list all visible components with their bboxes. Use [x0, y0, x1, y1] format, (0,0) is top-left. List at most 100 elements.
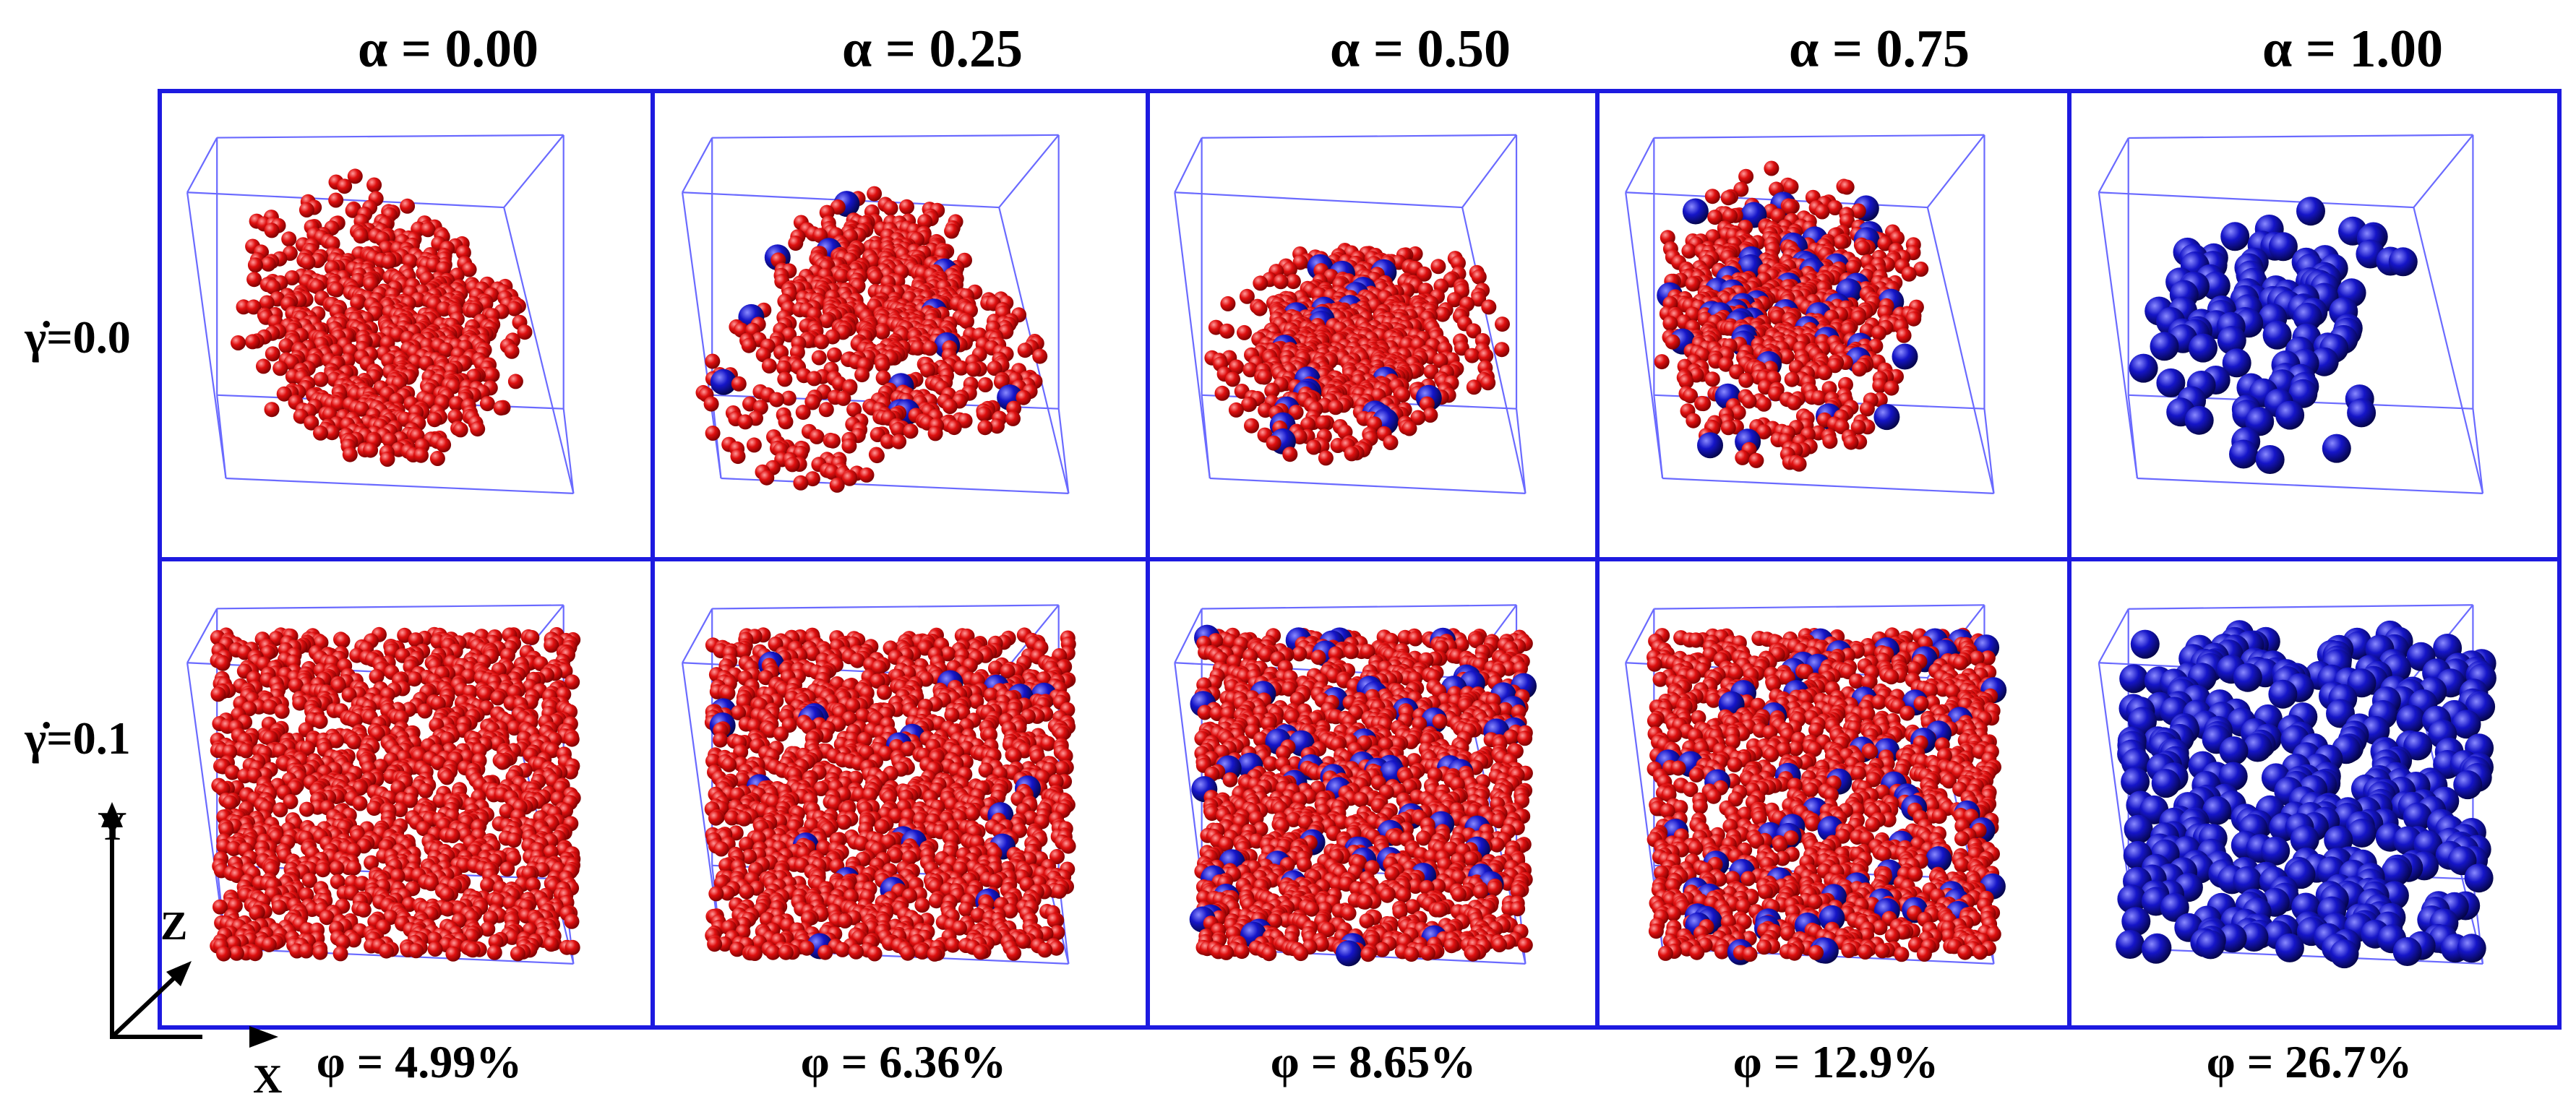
- simulation-box-edge: [1625, 137, 1655, 193]
- large-particle: [2347, 398, 2377, 428]
- small-particle: [345, 860, 361, 876]
- small-particle: [1859, 401, 1875, 417]
- small-particle: [1654, 354, 1670, 370]
- small-particle: [1811, 390, 1826, 406]
- small-particle: [445, 946, 461, 962]
- small-particle: [426, 412, 442, 428]
- simulation-box-edge: [1983, 408, 1995, 493]
- small-particle: [809, 428, 825, 444]
- small-particle: [406, 671, 422, 687]
- small-particle: [420, 222, 436, 238]
- small-particle: [479, 396, 495, 412]
- small-particle: [730, 449, 746, 465]
- small-particle: [210, 686, 226, 702]
- small-particle: [408, 943, 424, 959]
- small-particle: [1764, 160, 1779, 176]
- small-particle: [452, 422, 468, 438]
- small-particle: [439, 770, 455, 785]
- small-particle: [507, 374, 523, 389]
- simulation-box-edge: [1201, 134, 1517, 139]
- small-particle: [795, 405, 811, 421]
- small-particle: [1814, 204, 1830, 220]
- simulation-box-edge: [2472, 408, 2484, 493]
- small-particle: [470, 421, 486, 437]
- small-particle: [239, 743, 254, 759]
- small-particle: [261, 936, 277, 952]
- small-particle: [867, 186, 883, 202]
- small-particle: [731, 376, 747, 392]
- small-particle: [276, 386, 292, 402]
- large-particle: [1892, 343, 1918, 370]
- small-particle: [413, 447, 429, 463]
- small-particle: [829, 477, 845, 493]
- small-particle: [544, 936, 559, 952]
- simulation-box-edge: [682, 608, 713, 663]
- small-particle: [899, 199, 914, 215]
- small-particle: [429, 451, 445, 466]
- small-particle: [342, 447, 358, 462]
- large-particle: [1682, 198, 1709, 225]
- small-particle: [335, 633, 351, 649]
- small-particle: [1839, 179, 1855, 195]
- small-particle: [265, 346, 280, 362]
- simulation-box-edge: [1515, 408, 1527, 493]
- simulation-box-edge: [2137, 477, 2483, 494]
- small-particle: [1783, 178, 1799, 194]
- small-particle: [1855, 240, 1871, 256]
- small-particle: [507, 301, 523, 316]
- simulation-box-edge: [503, 134, 564, 208]
- simulation-box-edge: [1201, 395, 1211, 479]
- large-particle: [1697, 432, 1723, 459]
- small-particle: [1480, 375, 1496, 391]
- small-particle: [1252, 301, 1268, 316]
- small-particle: [1253, 275, 1268, 291]
- small-particle: [788, 236, 804, 251]
- small-particle: [510, 946, 525, 962]
- small-particle: [784, 457, 800, 473]
- small-particle: [284, 270, 300, 285]
- small-particle: [927, 426, 943, 441]
- small-particle: [1871, 325, 1886, 341]
- column-label-alpha-3: α = 0.75: [1789, 20, 1970, 79]
- small-particle: [1225, 371, 1240, 387]
- small-particle: [1401, 421, 1417, 436]
- small-particle: [480, 877, 496, 893]
- simulation-box-edge: [1057, 408, 1070, 493]
- small-particle: [1738, 372, 1754, 388]
- small-particle: [350, 295, 366, 311]
- small-particle: [778, 414, 794, 430]
- small-particle: [215, 655, 231, 671]
- small-particle: [966, 361, 982, 377]
- simulation-box-edge: [216, 395, 227, 479]
- small-particle: [329, 861, 345, 876]
- small-particle: [490, 690, 506, 706]
- small-particle: [1817, 365, 1832, 381]
- simulation-box-edge: [2098, 137, 2129, 193]
- simulation-box-edge: [2128, 134, 2473, 139]
- small-particle: [1756, 396, 1772, 412]
- small-particle: [1791, 456, 1807, 472]
- small-particle: [436, 301, 452, 317]
- large-particle: [2322, 434, 2351, 463]
- small-particle: [737, 414, 753, 430]
- small-particle: [256, 358, 271, 374]
- small-particle: [1735, 449, 1751, 465]
- simulation-box-edge: [217, 604, 564, 610]
- simulation-box-edge: [712, 134, 1059, 139]
- row-label-shear-0: γ̇=0.0: [25, 311, 131, 363]
- small-particle: [448, 396, 464, 412]
- small-particle: [325, 236, 340, 251]
- small-particle: [1273, 274, 1289, 290]
- small-particle: [1822, 434, 1838, 449]
- small-particle: [759, 470, 775, 486]
- small-particle: [1738, 168, 1754, 184]
- small-particle: [1228, 402, 1244, 418]
- panel-0-3: [1625, 134, 1995, 494]
- small-particle: [920, 362, 935, 378]
- small-particle: [447, 409, 463, 425]
- small-particle: [859, 467, 875, 483]
- small-particle: [883, 200, 898, 216]
- small-particle: [272, 361, 288, 376]
- simulation-box-edge: [2098, 192, 2139, 479]
- small-particle: [959, 314, 974, 329]
